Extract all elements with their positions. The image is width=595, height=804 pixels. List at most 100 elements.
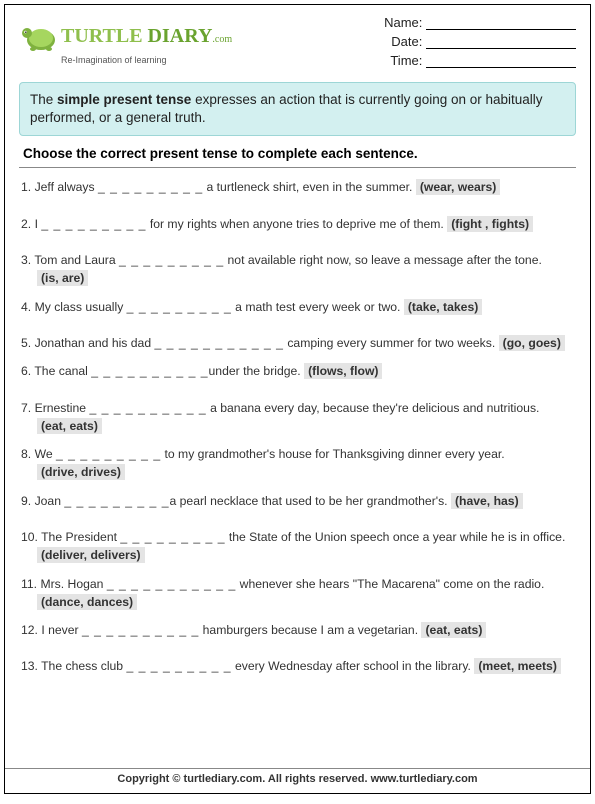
question-text-b: a pearl necklace that used to be her gra…	[169, 494, 450, 508]
question-number: 4.	[21, 300, 35, 314]
question-text-a: My class usually	[35, 300, 127, 314]
turtle-icon	[19, 15, 61, 57]
name-label: Name:	[384, 15, 422, 30]
date-label: Date:	[391, 34, 422, 49]
question-text-a: The canal	[34, 364, 91, 378]
question-text-a: Joan	[35, 494, 65, 508]
divider	[19, 167, 576, 168]
question-item: 3. Tom and Laura _ _ _ _ _ _ _ _ _ not a…	[21, 251, 574, 288]
blank[interactable]: _ _ _ _ _ _ _ _ _	[120, 530, 225, 544]
choices: (is, are)	[37, 270, 88, 286]
question-number: 9.	[21, 494, 35, 508]
question-number: 2.	[21, 217, 35, 231]
header: TURTLE DIARY.com Re-Imagination of learn…	[19, 15, 576, 72]
choices: (flows, flow)	[304, 363, 382, 379]
footer: Copyright © turtlediary.com. All rights …	[5, 768, 590, 785]
question-number: 8.	[21, 447, 35, 461]
question-text-b: to my grandmother's house for Thanksgivi…	[161, 447, 505, 461]
question-number: 3.	[21, 253, 34, 267]
question-item: 6. The canal _ _ _ _ _ _ _ _ _ _under th…	[21, 362, 574, 380]
intro-bold: simple present tense	[57, 92, 191, 107]
intro-box: The simple present tense expresses an ac…	[19, 82, 576, 136]
question-item: 11. Mrs. Hogan _ _ _ _ _ _ _ _ _ _ _ whe…	[21, 575, 574, 612]
question-item: 10. The President _ _ _ _ _ _ _ _ _ the …	[21, 528, 574, 565]
question-text-b: for my rights when anyone tries to depri…	[146, 217, 447, 231]
choices: (dance, dances)	[37, 594, 137, 610]
blank[interactable]: _ _ _ _ _ _ _ _ _	[98, 180, 203, 194]
logo-text: TURTLE DIARY.com	[61, 26, 232, 46]
question-text-b: not available right now, so leave a mess…	[224, 253, 542, 267]
question-item: 2. I _ _ _ _ _ _ _ _ _ for my rights whe…	[21, 215, 574, 233]
question-number: 6.	[21, 364, 34, 378]
blank[interactable]: _ _ _ _ _ _ _ _ _	[126, 659, 231, 673]
question-number: 7.	[21, 401, 35, 415]
blank[interactable]: _ _ _ _ _ _ _ _ _ _ _	[155, 336, 284, 350]
blank[interactable]: _ _ _ _ _ _ _ _ _	[127, 300, 232, 314]
intro-pre: The	[30, 92, 57, 107]
question-text-a: Jeff always	[35, 180, 98, 194]
choices: (go, goes)	[499, 335, 565, 351]
question-item: 5. Jonathan and his dad _ _ _ _ _ _ _ _ …	[21, 334, 574, 352]
choices: (eat, eats)	[37, 418, 102, 434]
choices: (fight , fights)	[447, 216, 533, 232]
choices: (drive, drives)	[37, 464, 125, 480]
instruction: Choose the correct present tense to comp…	[23, 146, 576, 161]
question-text-a: Mrs. Hogan	[40, 577, 106, 591]
blank[interactable]: _ _ _ _ _ _ _ _ _ _	[91, 364, 208, 378]
choices: (wear, wears)	[416, 179, 501, 195]
question-text-a: We	[35, 447, 56, 461]
question-item: 13. The chess club _ _ _ _ _ _ _ _ _ eve…	[21, 657, 574, 675]
blank[interactable]: _ _ _ _ _ _ _ _ _ _	[89, 401, 206, 415]
choices: (take, takes)	[404, 299, 482, 315]
blank[interactable]: _ _ _ _ _ _ _ _ _ _ _	[107, 577, 236, 591]
question-text-b: camping every summer for two weeks.	[284, 336, 499, 350]
question-text-b: the State of the Union speech once a yea…	[225, 530, 565, 544]
logo-suffix: .com	[212, 34, 232, 45]
choices: (deliver, delivers)	[37, 547, 145, 563]
question-item: 12. I never _ _ _ _ _ _ _ _ _ _ hamburge…	[21, 621, 574, 639]
question-text-b: hamburgers because I am a vegetarian.	[199, 623, 421, 637]
question-text-b: under the bridge.	[209, 364, 305, 378]
name-line[interactable]	[426, 16, 576, 30]
question-text-b: a turtleneck shirt, even in the summer.	[203, 180, 416, 194]
question-number: 13.	[21, 659, 41, 673]
question-text-a: The President	[41, 530, 120, 544]
logo-block: TURTLE DIARY.com Re-Imagination of learn…	[19, 15, 232, 65]
question-text-a: Tom and Laura	[34, 253, 119, 267]
logo-tagline: Re-Imagination of learning	[61, 55, 232, 65]
choices: (meet, meets)	[474, 658, 561, 674]
question-text-b: a banana every day, because they're deli…	[207, 401, 540, 415]
question-number: 5.	[21, 336, 35, 350]
question-number: 10.	[21, 530, 41, 544]
time-label: Time:	[390, 53, 422, 68]
blank[interactable]: _ _ _ _ _ _ _ _ _	[56, 447, 161, 461]
question-text-a: Jonathan and his dad	[35, 336, 155, 350]
question-text-b: whenever she hears "The Macarena" come o…	[236, 577, 544, 591]
logo-word2: DIARY	[148, 25, 213, 47]
choices: (have, has)	[451, 493, 523, 509]
blank[interactable]: _ _ _ _ _ _ _ _ _	[41, 217, 146, 231]
blank[interactable]: _ _ _ _ _ _ _ _ _	[119, 253, 224, 267]
question-text-a: Ernestine	[35, 401, 90, 415]
logo-word1: TURTLE	[61, 25, 143, 47]
info-fields: Name: Date: Time:	[384, 15, 576, 72]
question-item: 1. Jeff always _ _ _ _ _ _ _ _ _ a turtl…	[21, 178, 574, 196]
date-line[interactable]	[426, 35, 576, 49]
question-item: 4. My class usually _ _ _ _ _ _ _ _ _ a …	[21, 298, 574, 316]
choices: (eat, eats)	[421, 622, 486, 638]
question-number: 12.	[21, 623, 41, 637]
time-line[interactable]	[426, 54, 576, 68]
question-text-b: a math test every week or two.	[232, 300, 404, 314]
question-item: 8. We _ _ _ _ _ _ _ _ _ to my grandmothe…	[21, 445, 574, 482]
question-number: 1.	[21, 180, 35, 194]
question-text-a: The chess club	[41, 659, 126, 673]
blank[interactable]: _ _ _ _ _ _ _ _ _	[64, 494, 169, 508]
question-text-a: I never	[41, 623, 82, 637]
question-item: 7. Ernestine _ _ _ _ _ _ _ _ _ _ a banan…	[21, 399, 574, 436]
question-item: 9. Joan _ _ _ _ _ _ _ _ _a pearl necklac…	[21, 492, 574, 510]
worksheet-page: TURTLE DIARY.com Re-Imagination of learn…	[4, 4, 591, 794]
question-text-b: every Wednesday after school in the libr…	[232, 659, 475, 673]
questions-list: 1. Jeff always _ _ _ _ _ _ _ _ _ a turtl…	[19, 178, 576, 675]
blank[interactable]: _ _ _ _ _ _ _ _ _ _	[82, 623, 199, 637]
question-number: 11.	[21, 577, 40, 591]
